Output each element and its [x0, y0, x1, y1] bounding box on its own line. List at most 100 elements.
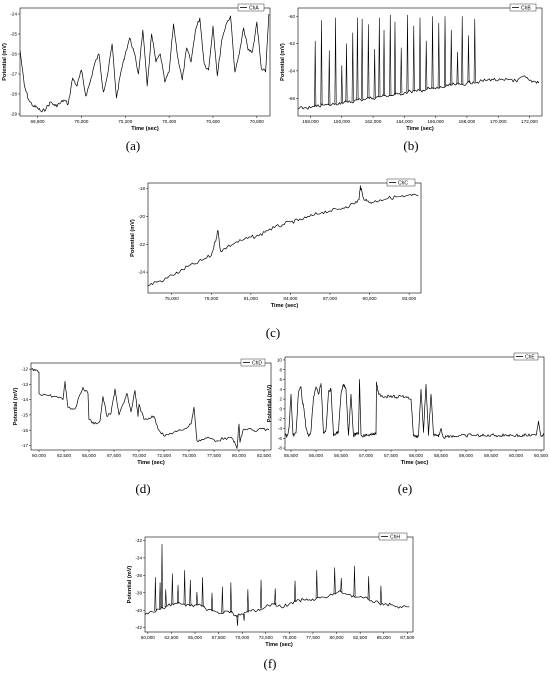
x-tick-label: 75,000	[165, 296, 179, 301]
plot-frame	[144, 536, 414, 633]
series-line-ChC	[148, 185, 419, 287]
x-tick-label: 85,000	[377, 635, 391, 640]
x-axis-title: Time (sec)	[137, 460, 165, 466]
spike-mark	[154, 577, 157, 611]
spike-mark	[467, 35, 470, 83]
y-tick-label: -29	[10, 112, 17, 117]
x-axis-title: Time (sec)	[401, 460, 429, 466]
legend-box	[237, 3, 265, 12]
x-tick-label: 60,500	[534, 453, 548, 458]
spike-mark	[177, 584, 180, 604]
spike-mark	[315, 570, 318, 599]
spike-mark	[221, 586, 224, 614]
y-tick-label: -27	[10, 72, 17, 77]
spike-mark	[379, 585, 382, 604]
x-tick-label: 70,200	[118, 119, 132, 124]
x-tick-label: 62,500	[57, 453, 71, 458]
y-tick-label: -38	[135, 590, 142, 595]
legend-label: ChE	[525, 354, 535, 360]
x-tick-label: 172,000	[521, 119, 538, 124]
panel-label: (f)	[264, 656, 277, 671]
x-tick-label: 69,800	[31, 119, 45, 124]
y-tick-label: -28	[10, 92, 17, 97]
spike-mark	[373, 49, 376, 98]
y-tick-label: -13	[21, 382, 28, 387]
chart-panel-b: 158,000 160,000 162,000 164,000 166,000 168,0…	[280, 3, 543, 153]
legend-label: ChB	[521, 5, 531, 11]
x-tick-label: 65,000	[188, 635, 202, 640]
x-tick-label: 77,500	[207, 453, 221, 458]
x-axis-title: Time (sec)	[265, 642, 293, 648]
y-tick-label: -18	[138, 186, 145, 191]
spike-mark	[334, 17, 337, 104]
spike-mark	[294, 580, 297, 602]
x-tick-label: 75,000	[282, 635, 296, 640]
legend-box	[240, 358, 266, 367]
spike-mark	[260, 579, 263, 609]
spike-mark	[351, 32, 354, 102]
spike-mark	[378, 17, 381, 97]
spike-mark	[314, 40, 317, 107]
x-tick-label: 170,000	[490, 119, 507, 124]
y-tick-label: -25	[10, 32, 17, 37]
x-tick-label: 60,000	[141, 635, 155, 640]
legend-box	[386, 178, 416, 187]
spike-mark	[437, 23, 440, 88]
y-tick-label: -12	[21, 367, 28, 372]
spike-mark	[400, 47, 403, 94]
spike-mark	[406, 14, 409, 93]
spike-mark	[160, 543, 163, 609]
spike-mark	[171, 573, 174, 605]
x-tick-label: 70,000	[235, 635, 249, 640]
spike-mark	[425, 40, 428, 90]
series-line-ChB	[298, 75, 540, 110]
x-tick-label: 72,500	[259, 635, 273, 640]
chart-panel-d: 60,000 62,500 65,000 67,500 70,000 72,500 75,0…	[13, 358, 271, 496]
x-tick-label: 82,500	[257, 453, 271, 458]
y-tick-label: -8	[278, 446, 283, 451]
x-tick-label: 80,000	[232, 453, 246, 458]
x-tick-label: 166,000	[427, 119, 444, 124]
y-tick-label: -64	[288, 68, 295, 73]
x-tick-label: 168,000	[459, 119, 476, 124]
x-tick-label: 57,000	[359, 453, 373, 458]
series-line-ChD	[31, 368, 270, 449]
y-tick-label: -60	[288, 14, 295, 19]
chart-panel-c: 75,000 78,000 81,000 84,000 87,000 90,000 93,0…	[130, 178, 422, 340]
y-tick-label: -24	[138, 270, 145, 275]
x-tick-label: 57,500	[384, 453, 398, 458]
x-tick-label: 70,800	[250, 119, 264, 124]
x-tick-label: 75,000	[182, 453, 196, 458]
plot-frame	[147, 182, 422, 294]
spike-mark	[345, 43, 348, 103]
spike-mark	[246, 589, 249, 613]
legend-box	[513, 352, 539, 361]
y-tick-label: -26	[10, 52, 17, 57]
spike-mark	[450, 29, 453, 86]
spike-mark	[274, 588, 277, 605]
spike-mark	[356, 17, 359, 101]
y-tick-label: 0	[279, 406, 282, 411]
spike-mark	[367, 24, 370, 99]
x-tick-label: 55,500	[284, 453, 298, 458]
y-tick-label: 2	[279, 397, 282, 402]
x-tick-label: 70,000	[74, 119, 88, 124]
x-tick-label: 60,000	[509, 453, 523, 458]
legend-label: ChA	[249, 5, 259, 11]
spike-mark	[431, 16, 434, 89]
x-tick-label: 58,000	[409, 453, 423, 458]
y-tick-label: -2	[278, 416, 283, 421]
y-tick-label: 6	[279, 377, 282, 382]
y-tick-label: -14	[21, 397, 28, 402]
spike-mark	[229, 582, 232, 613]
panel-label: (a)	[126, 138, 140, 153]
legend-label: ChC	[398, 180, 408, 186]
x-tick-label: 87,500	[400, 635, 414, 640]
series-line-ChH	[145, 590, 410, 618]
y-tick-label: -15	[21, 412, 28, 417]
y-tick-label: -17	[21, 443, 28, 448]
spike-mark	[367, 576, 370, 600]
x-tick-label: 72,500	[157, 453, 171, 458]
chart-panel-f: 60,000 62,500 65,000 67,500 70,000 72,500 75,0…	[127, 532, 415, 671]
